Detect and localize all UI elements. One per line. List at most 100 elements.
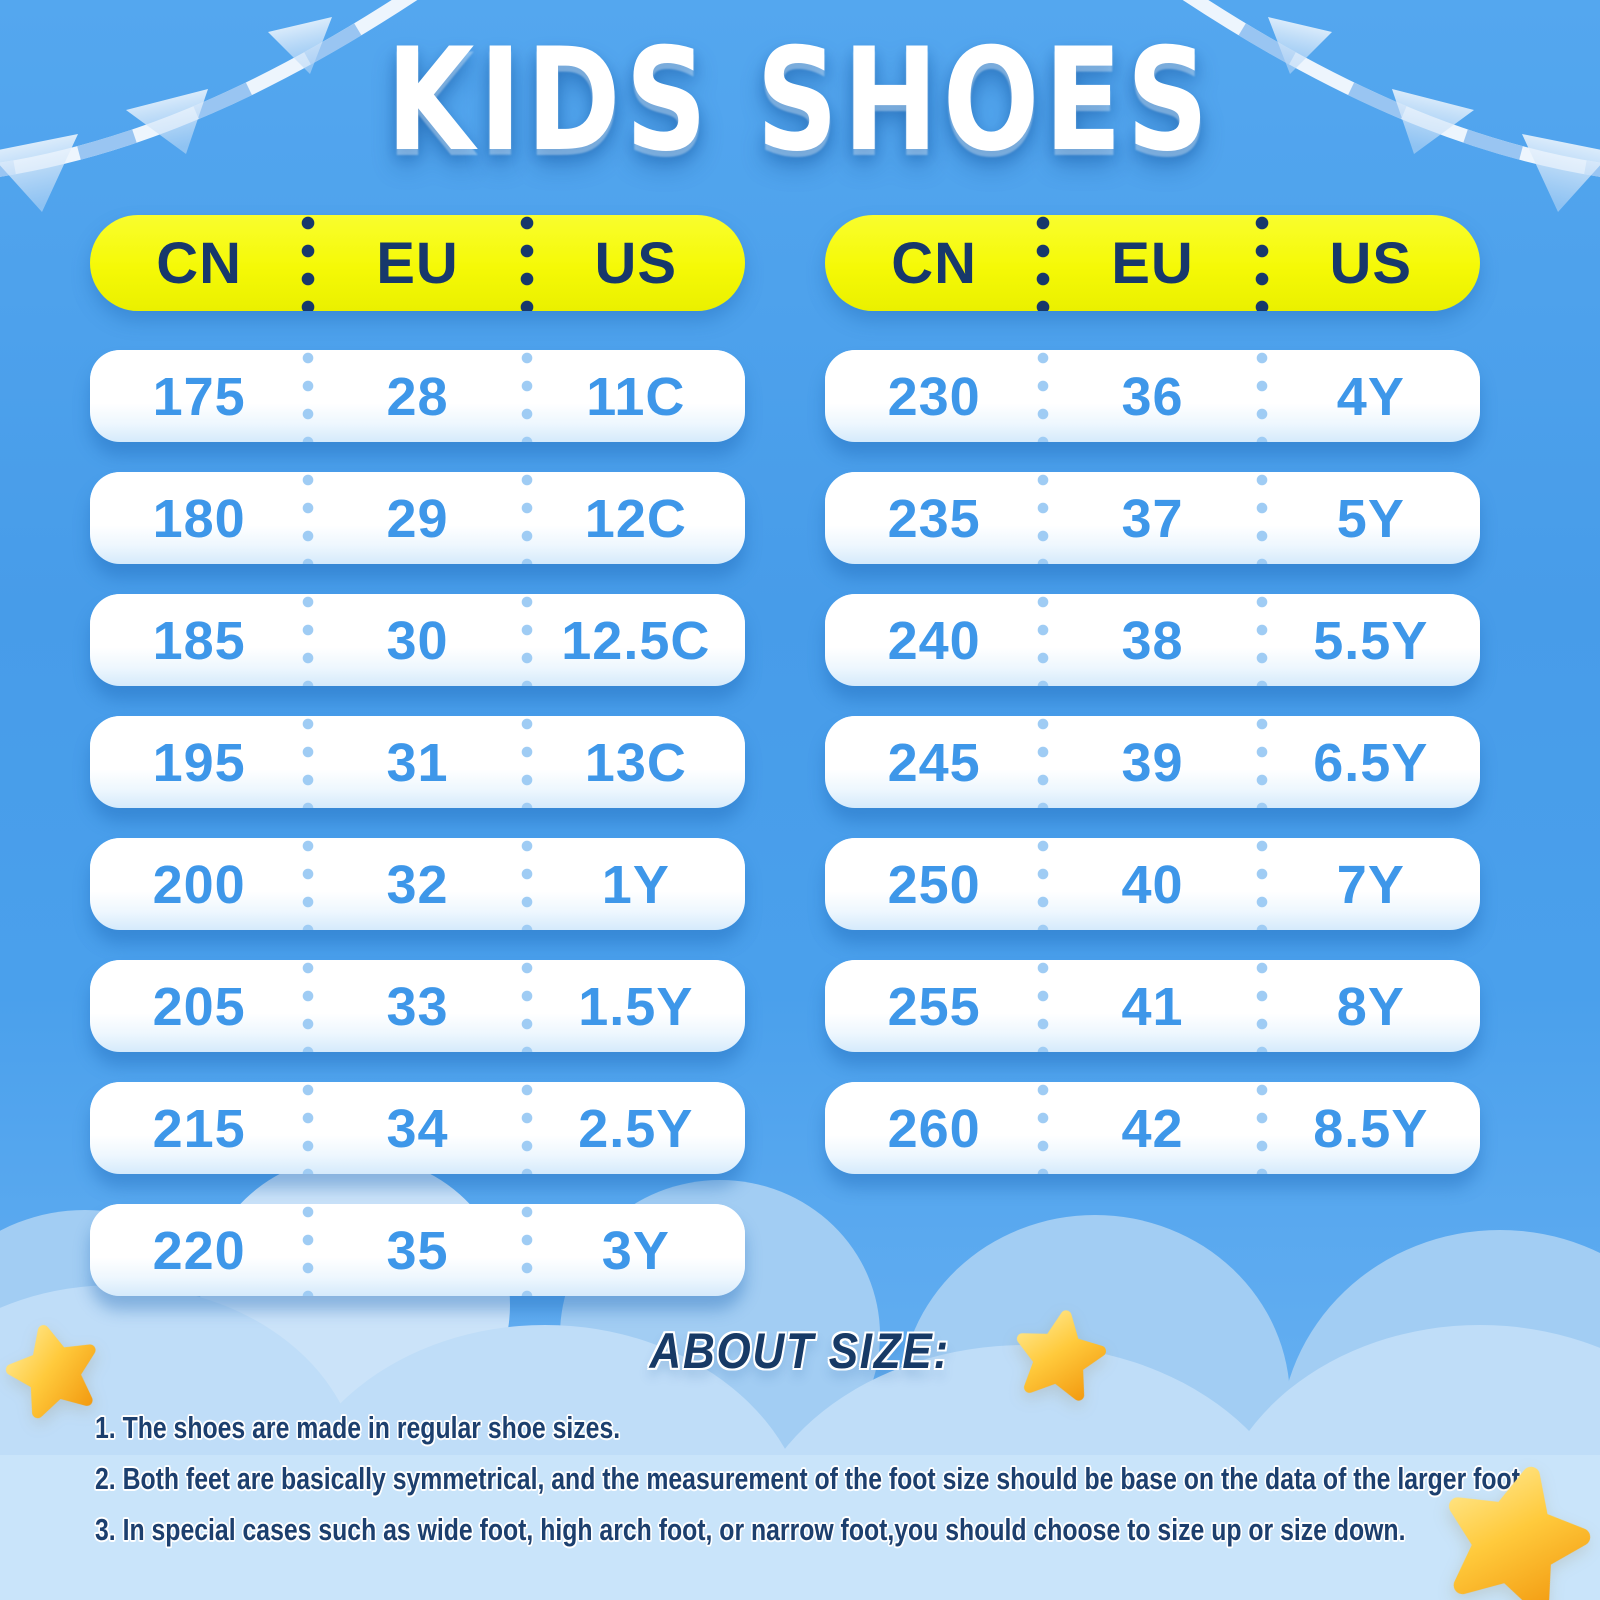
dotted-divider (1036, 472, 1051, 564)
cell-us: 3Y (601, 1221, 670, 1281)
table-row: 200 32 1Y (90, 838, 745, 930)
dotted-divider (301, 716, 316, 808)
note-line-2: 2. Both feet are basically symmetrical, … (95, 1461, 1527, 1496)
star-icon (1016, 1310, 1107, 1401)
dotted-divider (301, 594, 316, 686)
cell-eu: 39 (1121, 733, 1184, 793)
header-eu: EU (1111, 231, 1194, 296)
star-icon (5, 1325, 96, 1419)
dotted-divider (301, 215, 316, 311)
dotted-divider (519, 1082, 534, 1174)
page-title: KIDS SHOES (386, 18, 1214, 183)
dotted-divider (519, 472, 534, 564)
dotted-divider (519, 215, 534, 311)
cell-cn: 180 (152, 489, 246, 549)
size-table-right: CN EU US 230 36 4Y 235 37 5Y 240 38 5.5Y (825, 215, 1480, 1174)
cell-us: 1Y (601, 855, 670, 915)
cell-eu: 36 (1121, 367, 1184, 427)
dotted-divider (1036, 716, 1051, 808)
dotted-divider (1254, 1082, 1269, 1174)
cell-us: 1.5Y (578, 977, 694, 1037)
dotted-divider (519, 594, 534, 686)
cell-eu: 41 (1121, 977, 1184, 1037)
about-size-heading: ABOUT SIZE: (649, 1323, 951, 1379)
table-row: 230 36 4Y (825, 350, 1480, 442)
dotted-divider (1036, 838, 1051, 930)
dotted-divider (1036, 215, 1051, 311)
cell-cn: 185 (152, 611, 246, 671)
cell-eu: 30 (386, 611, 449, 671)
table-row: 250 40 7Y (825, 838, 1480, 930)
table-header: CN EU US (825, 215, 1480, 311)
cell-cn: 195 (152, 733, 246, 793)
dotted-divider (1254, 350, 1269, 442)
cell-us: 2.5Y (578, 1099, 694, 1159)
cell-cn: 220 (152, 1221, 246, 1281)
cell-cn: 230 (887, 367, 981, 427)
dotted-divider (1254, 716, 1269, 808)
cell-cn: 245 (887, 733, 981, 793)
cell-eu: 40 (1121, 855, 1184, 915)
dotted-divider (519, 838, 534, 930)
table-row: 245 39 6.5Y (825, 716, 1480, 808)
table-row: 205 33 1.5Y (90, 960, 745, 1052)
table-row: 185 30 12.5C (90, 594, 745, 686)
cell-cn: 255 (887, 977, 981, 1037)
cell-us: 7Y (1336, 855, 1405, 915)
cell-eu: 34 (386, 1099, 449, 1159)
dotted-divider (519, 960, 534, 1052)
dotted-divider (1036, 594, 1051, 686)
dotted-divider (519, 1204, 534, 1296)
dotted-divider (1036, 960, 1051, 1052)
cell-us: 6.5Y (1313, 733, 1429, 793)
cell-us: 8.5Y (1313, 1099, 1429, 1159)
dotted-divider (1254, 594, 1269, 686)
cell-eu: 42 (1121, 1099, 1184, 1159)
size-table-left: CN EU US 175 28 11C 180 29 12C 185 30 12… (90, 215, 745, 1296)
cell-us: 5.5Y (1313, 611, 1429, 671)
cell-eu: 37 (1121, 489, 1184, 549)
header-cn: CN (156, 231, 243, 296)
dotted-divider (519, 716, 534, 808)
header-eu: EU (376, 231, 459, 296)
cell-eu: 29 (386, 489, 449, 549)
cell-eu: 31 (386, 733, 449, 793)
cell-cn: 200 (152, 855, 246, 915)
cell-cn: 250 (887, 855, 981, 915)
note-line-3: 3. In special cases such as wide foot, h… (95, 1512, 1406, 1547)
table-row: 195 31 13C (90, 716, 745, 808)
cell-us: 12.5C (561, 611, 711, 671)
size-notes: 1. The shoes are made in regular shoe si… (95, 1402, 1600, 1555)
dotted-divider (1254, 472, 1269, 564)
dotted-divider (301, 1204, 316, 1296)
cell-cn: 240 (887, 611, 981, 671)
dotted-divider (1036, 350, 1051, 442)
cell-cn: 175 (152, 367, 246, 427)
dotted-divider (301, 350, 316, 442)
cell-eu: 35 (386, 1221, 449, 1281)
cell-us: 4Y (1336, 367, 1405, 427)
cell-us: 11C (586, 367, 686, 427)
cloud-bank (0, 1455, 1600, 1600)
dotted-divider (301, 960, 316, 1052)
cell-us: 12C (584, 489, 687, 549)
cell-eu: 32 (386, 855, 449, 915)
dotted-divider (301, 1082, 316, 1174)
cell-eu: 28 (386, 367, 449, 427)
dotted-divider (301, 838, 316, 930)
dotted-divider (519, 350, 534, 442)
dotted-divider (301, 472, 316, 564)
table-header: CN EU US (90, 215, 745, 311)
table-row: 260 42 8.5Y (825, 1082, 1480, 1174)
cell-cn: 205 (152, 977, 246, 1037)
cell-eu: 33 (386, 977, 449, 1037)
table-row: 255 41 8Y (825, 960, 1480, 1052)
cell-cn: 260 (887, 1099, 981, 1159)
cell-eu: 38 (1121, 611, 1184, 671)
dotted-divider (1254, 960, 1269, 1052)
cell-us: 13C (584, 733, 687, 793)
cell-us: 8Y (1336, 977, 1405, 1037)
star-icon (1448, 1466, 1591, 1600)
table-row: 215 34 2.5Y (90, 1082, 745, 1174)
